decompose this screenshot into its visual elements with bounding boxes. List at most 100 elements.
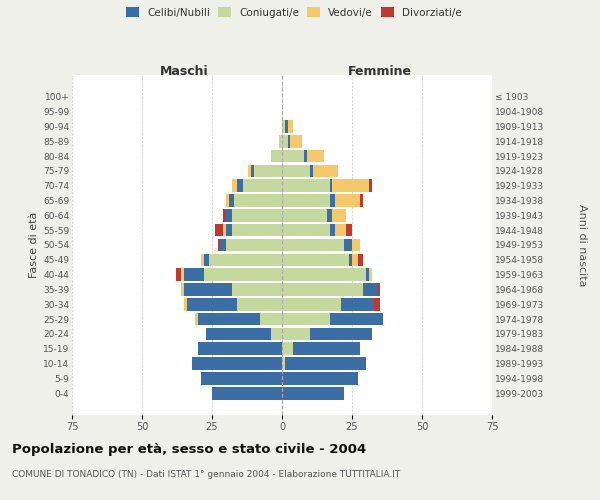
Bar [201, 254, 203, 266]
Bar [327, 209, 332, 222]
Bar [352, 254, 358, 266]
Bar [282, 342, 293, 355]
Y-axis label: Fasce di età: Fasce di età [29, 212, 39, 278]
Bar [287, 135, 290, 147]
Bar [229, 194, 235, 207]
Text: Popolazione per età, sesso e stato civile - 2004: Popolazione per età, sesso e stato civil… [12, 442, 366, 456]
Bar [226, 224, 232, 236]
Bar [226, 209, 232, 222]
Bar [329, 224, 335, 236]
Bar [198, 342, 282, 355]
Text: Anni di nascita: Anni di nascita [577, 204, 587, 286]
Bar [282, 358, 285, 370]
Bar [332, 180, 369, 192]
Bar [237, 180, 243, 192]
Bar [304, 150, 307, 162]
Bar [352, 238, 361, 252]
Bar [215, 224, 223, 236]
Bar [235, 194, 282, 207]
Bar [369, 180, 371, 192]
Bar [329, 313, 383, 326]
Bar [209, 254, 282, 266]
Bar [184, 268, 203, 281]
Bar [282, 328, 310, 340]
Bar [237, 298, 282, 310]
Bar [282, 238, 344, 252]
Bar [369, 268, 371, 281]
Bar [282, 135, 287, 147]
Bar [203, 254, 209, 266]
Bar [293, 342, 361, 355]
Bar [187, 298, 237, 310]
Text: Femmine: Femmine [348, 65, 412, 78]
Bar [206, 328, 271, 340]
Bar [220, 238, 226, 252]
Bar [223, 209, 226, 222]
Bar [290, 135, 302, 147]
Bar [282, 150, 304, 162]
Bar [282, 194, 329, 207]
Bar [251, 164, 254, 177]
Bar [282, 387, 344, 400]
Bar [282, 313, 329, 326]
Bar [285, 358, 366, 370]
Bar [329, 194, 335, 207]
Bar [232, 180, 237, 192]
Bar [282, 209, 327, 222]
Bar [232, 283, 282, 296]
Bar [341, 298, 374, 310]
Bar [181, 268, 184, 281]
Bar [310, 164, 313, 177]
Bar [307, 150, 324, 162]
Bar [184, 298, 187, 310]
Bar [218, 238, 220, 252]
Bar [287, 120, 293, 132]
Bar [349, 254, 352, 266]
Bar [282, 164, 310, 177]
Bar [329, 180, 332, 192]
Bar [282, 268, 366, 281]
Bar [282, 254, 349, 266]
Bar [366, 268, 369, 281]
Bar [282, 180, 329, 192]
Bar [282, 298, 341, 310]
Bar [335, 224, 346, 236]
Bar [282, 224, 329, 236]
Bar [282, 283, 363, 296]
Bar [254, 164, 282, 177]
Bar [310, 328, 371, 340]
Bar [212, 387, 282, 400]
Bar [374, 298, 380, 310]
Bar [203, 268, 282, 281]
Bar [226, 194, 229, 207]
Bar [232, 209, 282, 222]
Bar [282, 120, 285, 132]
Bar [193, 358, 282, 370]
Bar [346, 224, 352, 236]
Bar [271, 328, 282, 340]
Bar [260, 313, 282, 326]
Bar [226, 238, 282, 252]
Bar [195, 313, 198, 326]
Bar [198, 313, 260, 326]
Bar [344, 238, 352, 252]
Bar [279, 135, 282, 147]
Bar [201, 372, 282, 384]
Bar [271, 150, 282, 162]
Bar [335, 194, 361, 207]
Bar [248, 164, 251, 177]
Bar [243, 180, 282, 192]
Legend: Celibi/Nubili, Coniugati/e, Vedovi/e, Divorziati/e: Celibi/Nubili, Coniugati/e, Vedovi/e, Di… [124, 5, 464, 20]
Bar [377, 283, 380, 296]
Bar [282, 372, 358, 384]
Bar [361, 194, 363, 207]
Bar [313, 164, 338, 177]
Bar [358, 254, 363, 266]
Text: COMUNE DI TONADICO (TN) - Dati ISTAT 1° gennaio 2004 - Elaborazione TUTTITALIA.I: COMUNE DI TONADICO (TN) - Dati ISTAT 1° … [12, 470, 400, 479]
Bar [184, 283, 232, 296]
Bar [181, 283, 184, 296]
Bar [332, 209, 346, 222]
Text: Maschi: Maschi [160, 65, 208, 78]
Bar [232, 224, 282, 236]
Bar [285, 120, 287, 132]
